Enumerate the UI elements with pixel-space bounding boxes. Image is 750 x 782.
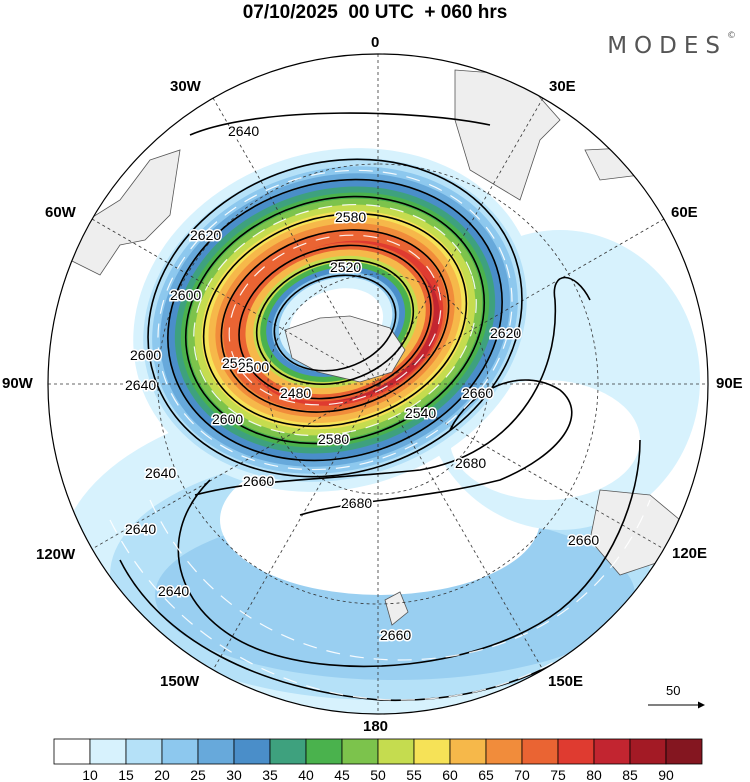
colorbar-tick-label: 60 xyxy=(442,767,458,782)
colorbar-swatch xyxy=(521,738,559,765)
lon-label-60e: 60E xyxy=(671,204,698,221)
colorbar-tick-label: 55 xyxy=(406,767,422,782)
brand-name: MODES xyxy=(607,33,727,59)
colorbar-tick-label: 80 xyxy=(586,767,602,782)
colorbar-swatch xyxy=(557,738,595,765)
colorbar-swatch xyxy=(305,738,343,765)
lon-label-120e: 120E xyxy=(672,545,708,562)
colorbar-swatch xyxy=(269,738,307,765)
colorbar-swatch xyxy=(125,738,163,765)
colorbar-swatch xyxy=(89,738,127,765)
contour-label: 2600 xyxy=(212,411,243,427)
lon-label-60w: 60W xyxy=(45,204,76,221)
brand-logo: MODES© xyxy=(607,31,736,59)
lon-label-180: 180 xyxy=(363,718,389,735)
contour-label: 2640 xyxy=(158,583,189,599)
lon-label-90w: 90W xyxy=(2,375,33,392)
colorbar-tick-label: 70 xyxy=(514,767,530,782)
colorbar-tick-label: 10 xyxy=(82,767,98,782)
contour-label: 2480 xyxy=(280,385,311,401)
contour-label: 2580 xyxy=(335,209,366,225)
lon-label-150w: 150W xyxy=(160,673,200,690)
contour-label: 2660 xyxy=(568,532,599,548)
chart-title: 07/10/2025 00 UTC + 060 hrs xyxy=(242,2,508,23)
copyright-mark: © xyxy=(727,31,736,41)
contour-label: 2620 xyxy=(190,227,221,243)
colorbar-tick-label: 50 xyxy=(370,767,386,782)
lon-label-30e: 30E xyxy=(549,78,576,95)
colorbar-tick-label: 85 xyxy=(622,767,638,782)
contour-label: 2660 xyxy=(243,473,274,489)
colorbar-swatch xyxy=(161,738,199,765)
colorbar-swatch xyxy=(665,738,703,765)
colorbar-swatch xyxy=(233,738,271,765)
contour-label: 2500 xyxy=(238,359,269,375)
contour-labels: 2640 2620 2600 2580 2560 2540 2520 2500 … xyxy=(124,122,601,645)
contour-label: 2680 xyxy=(341,495,372,511)
contour-label: 2660 xyxy=(462,385,493,401)
contour-label: 2580 xyxy=(318,431,349,447)
contour-label: 2540 xyxy=(405,405,436,421)
colorbar-tick-label: 40 xyxy=(298,767,314,782)
contour-label: 2640 xyxy=(125,377,156,393)
contour-label: 2640 xyxy=(125,521,156,537)
colorbar: 10 15 20 25 30 35 40 45 50 55 60 65 70 75 80 85 90 xyxy=(53,738,703,782)
contour-label: 2600 xyxy=(130,347,161,363)
contour-label: 2660 xyxy=(380,627,411,643)
colorbar-swatch xyxy=(341,738,379,765)
contour-label: 2680 xyxy=(455,455,486,471)
colorbar-tick-label: 30 xyxy=(226,767,242,782)
map-field xyxy=(48,54,708,714)
colorbar-swatch xyxy=(197,738,235,765)
colorbar-swatch xyxy=(629,738,667,765)
lon-label-90e: 90E xyxy=(716,375,743,392)
coastlines xyxy=(69,69,681,626)
contour-label: 2620 xyxy=(490,325,521,341)
lon-label-150e: 150E xyxy=(548,673,584,690)
colorbar-tick-label: 25 xyxy=(190,767,206,782)
contour-label: 2560 xyxy=(222,355,253,371)
colorbar-tick-label: 35 xyxy=(262,767,278,782)
colorbar-swatch xyxy=(449,738,487,765)
colorbar-tick-label: 15 xyxy=(118,767,134,782)
colorbar-tick-label: 90 xyxy=(658,767,674,782)
colorbar-tick-label: 65 xyxy=(478,767,494,782)
contour-label: 2640 xyxy=(145,465,176,481)
lon-label-0: 0 xyxy=(371,34,380,51)
colorbar-swatch xyxy=(485,738,523,765)
lon-label-30w: 30W xyxy=(170,78,201,95)
contour-label: 2520 xyxy=(330,259,361,275)
colorbar-swatch xyxy=(413,738,451,765)
colorbar-tick-label: 45 xyxy=(334,767,350,782)
colorbar-swatch xyxy=(593,738,631,765)
contour-label: 2600 xyxy=(170,287,201,303)
wind-reference-label: 50 xyxy=(666,683,681,698)
lon-label-120w: 120W xyxy=(36,546,76,563)
contour-label: 2640 xyxy=(228,123,259,139)
map-border xyxy=(47,53,709,715)
colorbar-swatch xyxy=(53,738,91,765)
colorbar-tick-label: 75 xyxy=(550,767,566,782)
colorbar-swatch xyxy=(377,738,415,765)
colorbar-tick-label: 20 xyxy=(154,767,170,782)
